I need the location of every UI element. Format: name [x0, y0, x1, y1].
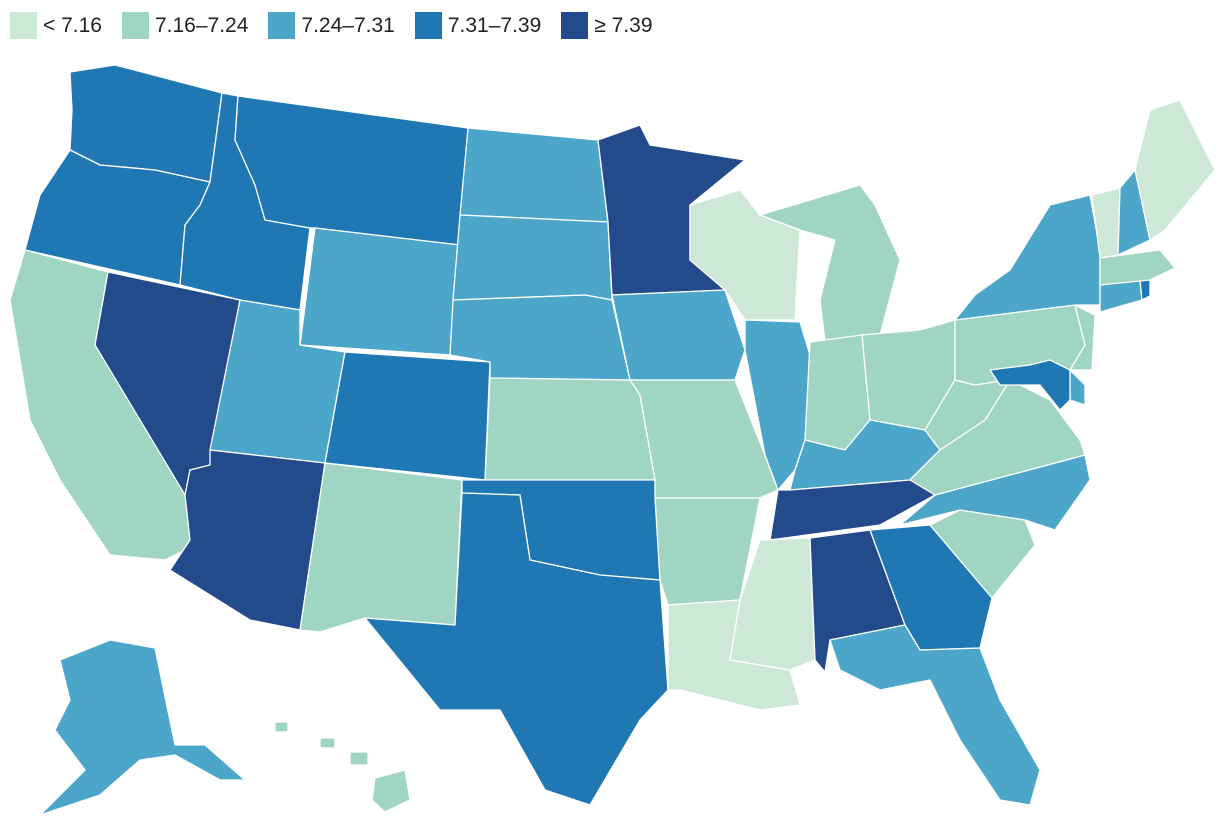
state-NY[interactable]: [954, 194, 1101, 321]
state-HI[interactable]: [274, 721, 411, 813]
legend-item-bin-3: 7.31–7.39: [414, 12, 542, 39]
legend-label: 7.16–7.24: [154, 13, 249, 37]
state-NC[interactable]: [899, 454, 1091, 531]
state-MD[interactable]: [989, 359, 1071, 411]
state-SC[interactable]: [929, 509, 1036, 599]
state-AZ[interactable]: [169, 449, 326, 631]
legend-item-bin-1: 7.16–7.24: [121, 12, 249, 39]
legend-label: ≥ 7.39: [594, 13, 653, 37]
state-SD[interactable]: [452, 214, 613, 301]
state-MA[interactable]: [1099, 249, 1176, 286]
legend-swatch: [268, 12, 296, 39]
state-IA[interactable]: [611, 289, 746, 381]
legend-swatch: [414, 12, 442, 39]
state-CO[interactable]: [324, 351, 491, 481]
state-NM[interactable]: [299, 462, 463, 633]
state-RI[interactable]: [1139, 279, 1151, 301]
state-KS[interactable]: [484, 377, 656, 481]
legend-item-bin-4: ≥ 7.39: [561, 12, 653, 39]
legend-swatch: [10, 12, 37, 39]
legend: < 7.16 7.16–7.24 7.24–7.31 7.31–7.39 ≥ 7…: [10, 12, 673, 39]
state-FL[interactable]: [829, 624, 1041, 806]
legend-label: 7.24–7.31: [301, 13, 395, 37]
legend-label: < 7.16: [43, 13, 102, 37]
state-WY[interactable]: [299, 227, 461, 356]
state-TX[interactable]: [364, 492, 669, 806]
state-WI[interactable]: [689, 189, 801, 321]
legend-swatch: [561, 12, 589, 39]
legend-item-bin-0: < 7.16: [10, 12, 102, 39]
legend-label: 7.31–7.39: [447, 13, 542, 37]
state-DE[interactable]: [1069, 369, 1086, 406]
state-AK[interactable]: [39, 639, 246, 816]
state-ND[interactable]: [459, 127, 609, 223]
legend-item-bin-2: 7.24–7.31: [268, 12, 395, 39]
legend-swatch: [121, 12, 149, 39]
state-NJ[interactable]: [1069, 304, 1096, 371]
state-ME[interactable]: [1134, 99, 1216, 241]
